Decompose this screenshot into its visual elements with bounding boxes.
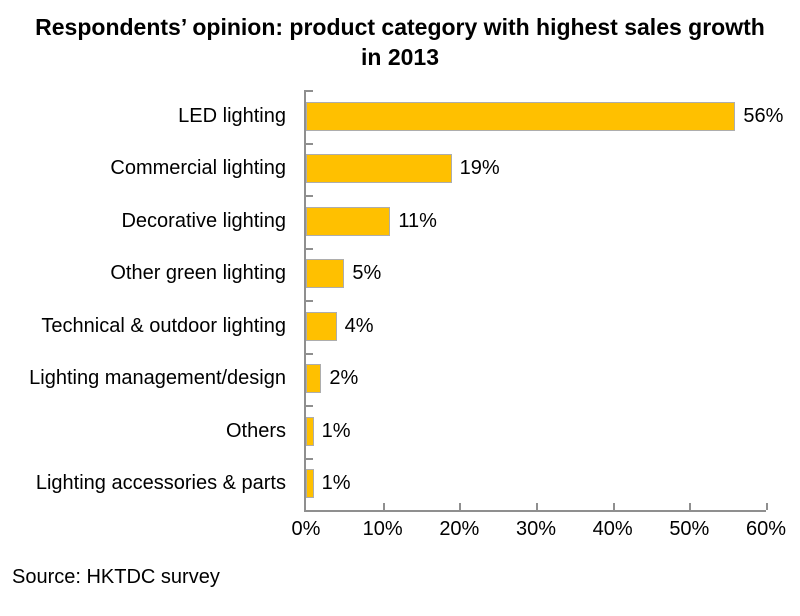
x-tick-label: 60%	[745, 518, 787, 540]
x-tick-label: 40%	[592, 518, 633, 540]
category-label: Technical & outdoor lighting	[41, 314, 286, 337]
source-note: Source: HKTDC survey	[12, 566, 220, 588]
category-label: LED lighting	[178, 104, 286, 127]
bar-track: 1%	[306, 405, 766, 458]
category-label: Commercial lighting	[110, 157, 286, 180]
value-label: 5%	[352, 262, 382, 285]
bar	[306, 259, 345, 289]
x-axis-tick	[689, 503, 692, 510]
value-label: 2%	[329, 367, 359, 390]
value-label: 56%	[743, 104, 784, 127]
chart-row: Technical & outdoor lighting 4%	[0, 300, 800, 353]
category-label: Decorative lighting	[121, 209, 286, 232]
x-axis-tick	[766, 503, 768, 510]
value-label: 19%	[459, 157, 500, 180]
bar-rows: LED lighting 56% Commercial lighting 19% Dec…	[0, 90, 800, 510]
x-tick-label: 10%	[362, 518, 403, 540]
bar-chart: LED lighting 56% Commercial lighting 19% Dec…	[0, 90, 800, 560]
chart-title: Respondents’ opinion: product category w…	[35, 14, 765, 71]
y-axis-tick	[306, 405, 313, 407]
y-axis-tick	[306, 247, 313, 250]
chart-row: Lighting accessories & parts 1%	[0, 458, 800, 511]
bar-track: 2%	[306, 353, 766, 406]
chart-row: Others 1%	[0, 405, 800, 458]
chart-row: Other green lighting 5%	[0, 248, 800, 301]
x-axis-tick	[459, 503, 462, 510]
y-axis-tick	[306, 352, 313, 355]
bar	[306, 206, 391, 236]
x-axis-tick	[382, 503, 385, 510]
x-tick-label: 50%	[669, 518, 710, 540]
bar-track: 4%	[306, 300, 766, 353]
bar	[306, 469, 314, 499]
x-tick-label: 20%	[439, 518, 480, 540]
bar-track: 19%	[306, 143, 766, 196]
y-axis-tick	[306, 90, 313, 92]
x-axis-line	[304, 510, 766, 512]
bar	[306, 154, 452, 184]
y-axis-tick	[306, 142, 313, 145]
x-tick-label: 30%	[515, 518, 557, 540]
bar	[306, 364, 322, 394]
bar	[306, 101, 736, 131]
bar-track: 5%	[306, 248, 766, 301]
bar-track: 11%	[306, 195, 766, 248]
chart-row: LED lighting 56%	[0, 90, 800, 143]
x-axis-tick	[612, 503, 615, 510]
chart-row: Decorative lighting 11%	[0, 195, 800, 248]
category-label: Other green lighting	[110, 262, 286, 285]
x-axis-tick	[536, 503, 538, 510]
x-tick-label: 0%	[291, 518, 321, 540]
value-label: 1%	[321, 472, 351, 495]
y-axis-tick	[306, 457, 313, 460]
y-axis-line	[304, 90, 306, 512]
bar-track: 56%	[306, 90, 783, 143]
chart-row: Lighting management/design 2%	[0, 353, 800, 406]
value-label: 1%	[321, 419, 351, 442]
value-label: 11%	[398, 209, 437, 232]
chart-row: Commercial lighting 19%	[0, 143, 800, 196]
y-axis-tick	[306, 300, 313, 302]
bar-track: 1%	[306, 458, 766, 511]
bar	[306, 311, 337, 341]
y-axis-tick	[306, 195, 313, 197]
category-label: Lighting accessories & parts	[35, 472, 286, 495]
category-label: Others	[225, 419, 286, 442]
bar	[306, 416, 314, 446]
category-label: Lighting management/design	[29, 367, 286, 390]
value-label: 4%	[344, 314, 374, 337]
